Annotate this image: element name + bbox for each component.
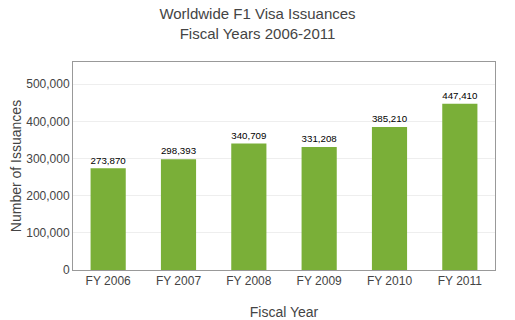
svg-text:500,000: 500,000 <box>26 77 70 91</box>
svg-text:385,210: 385,210 <box>372 113 408 124</box>
svg-text:331,208: 331,208 <box>302 133 337 144</box>
svg-text:Worldwide F1 Visa IssuancesFis: Worldwide F1 Visa IssuancesFiscal Years … <box>159 5 355 42</box>
svg-text:200,000: 200,000 <box>26 189 70 203</box>
svg-text:298,393: 298,393 <box>161 145 196 156</box>
svg-text:447,410: 447,410 <box>442 90 478 101</box>
svg-text:FY 2011: FY 2011 <box>438 274 483 288</box>
svg-text:400,000: 400,000 <box>26 115 70 129</box>
svg-text:FY 2010: FY 2010 <box>367 274 412 288</box>
svg-text:FY 2009: FY 2009 <box>297 274 342 288</box>
svg-text:100,000: 100,000 <box>26 226 70 240</box>
svg-text:273,870: 273,870 <box>91 155 127 166</box>
svg-text:300,000: 300,000 <box>26 152 70 166</box>
svg-text:Fiscal Year: Fiscal Year <box>250 304 319 320</box>
svg-text:FY 2006: FY 2006 <box>86 274 131 288</box>
svg-text:FY 2007: FY 2007 <box>156 274 201 288</box>
svg-text:Number of Issuances: Number of Issuances <box>8 100 24 232</box>
svg-text:FY 2008: FY 2008 <box>226 274 271 288</box>
svg-text:0: 0 <box>63 263 70 277</box>
svg-text:340,709: 340,709 <box>231 130 266 141</box>
